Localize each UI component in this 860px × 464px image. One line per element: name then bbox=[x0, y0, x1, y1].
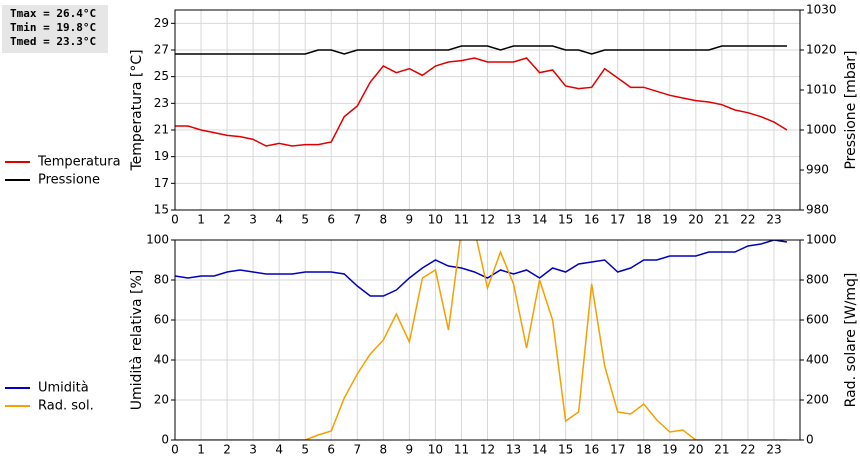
y2-axis-label: Pressione [mbar] bbox=[843, 50, 859, 169]
x-tick-label: 22 bbox=[740, 443, 755, 457]
series-line bbox=[175, 240, 787, 440]
y-tick-label: 60 bbox=[154, 313, 169, 327]
x-tick-label: 17 bbox=[610, 213, 625, 227]
y2-tick-label: 1010 bbox=[806, 83, 837, 97]
y2-tick-label: 990 bbox=[806, 163, 829, 177]
stat-text: Tmed = 23.3°C bbox=[10, 35, 96, 48]
x-tick-label: 4 bbox=[275, 213, 283, 227]
y-tick-label: 21 bbox=[154, 123, 169, 137]
x-tick-label: 7 bbox=[353, 443, 361, 457]
x-tick-label: 0 bbox=[171, 213, 179, 227]
y-tick-label: 15 bbox=[154, 203, 169, 217]
x-tick-label: 10 bbox=[428, 213, 443, 227]
x-tick-label: 20 bbox=[688, 213, 703, 227]
y2-tick-label: 200 bbox=[806, 393, 829, 407]
x-tick-label: 19 bbox=[662, 213, 677, 227]
x-tick-label: 23 bbox=[766, 213, 781, 227]
y2-tick-label: 1030 bbox=[806, 3, 837, 17]
x-tick-label: 13 bbox=[506, 213, 521, 227]
x-tick-label: 12 bbox=[480, 213, 495, 227]
x-tick-label: 5 bbox=[301, 443, 309, 457]
y-tick-label: 100 bbox=[146, 233, 169, 247]
x-tick-label: 19 bbox=[662, 443, 677, 457]
x-tick-label: 3 bbox=[249, 443, 257, 457]
x-tick-label: 9 bbox=[406, 443, 414, 457]
x-tick-label: 15 bbox=[558, 443, 573, 457]
series-line bbox=[175, 45, 787, 55]
x-tick-label: 14 bbox=[532, 443, 547, 457]
x-tick-label: 0 bbox=[171, 443, 179, 457]
x-tick-label: 11 bbox=[454, 213, 469, 227]
x-tick-label: 13 bbox=[506, 443, 521, 457]
y-tick-label: 19 bbox=[154, 149, 169, 163]
x-tick-label: 12 bbox=[480, 443, 495, 457]
y2-axis-label: Rad. solare [W/mq] bbox=[843, 273, 859, 408]
y2-tick-label: 1000 bbox=[806, 233, 837, 247]
x-tick-label: 18 bbox=[636, 213, 651, 227]
x-tick-label: 3 bbox=[249, 213, 257, 227]
x-tick-label: 16 bbox=[584, 213, 599, 227]
x-tick-label: 18 bbox=[636, 443, 651, 457]
x-tick-label: 20 bbox=[688, 443, 703, 457]
series-line bbox=[175, 57, 788, 147]
x-tick-label: 8 bbox=[380, 443, 388, 457]
x-tick-label: 1 bbox=[197, 443, 205, 457]
y-tick-label: 80 bbox=[154, 273, 169, 287]
y2-tick-label: 1000 bbox=[806, 123, 837, 137]
y-tick-label: 0 bbox=[161, 433, 169, 447]
x-tick-label: 11 bbox=[454, 443, 469, 457]
x-tick-label: 2 bbox=[223, 213, 231, 227]
y-axis-label: Temperatura [°C] bbox=[129, 49, 145, 171]
x-tick-label: 7 bbox=[353, 213, 361, 227]
stat-text: Tmin = 19.8°C bbox=[10, 21, 96, 34]
x-tick-label: 21 bbox=[714, 443, 729, 457]
x-tick-label: 14 bbox=[532, 213, 547, 227]
y-tick-label: 20 bbox=[154, 393, 169, 407]
y-tick-label: 29 bbox=[154, 16, 169, 30]
y-tick-label: 17 bbox=[154, 176, 169, 190]
y2-tick-label: 1020 bbox=[806, 43, 837, 57]
x-tick-label: 8 bbox=[380, 213, 388, 227]
x-tick-label: 16 bbox=[584, 443, 599, 457]
plot-frame bbox=[174, 239, 801, 441]
x-tick-label: 9 bbox=[406, 213, 414, 227]
y2-tick-label: 400 bbox=[806, 353, 829, 367]
y2-tick-label: 800 bbox=[806, 273, 829, 287]
x-tick-label: 22 bbox=[740, 213, 755, 227]
series-line bbox=[175, 240, 788, 297]
legend-label: Rad. sol. bbox=[38, 399, 94, 414]
x-tick-label: 21 bbox=[714, 213, 729, 227]
y2-tick-label: 600 bbox=[806, 313, 829, 327]
y-tick-label: 27 bbox=[154, 43, 169, 57]
x-tick-label: 15 bbox=[558, 213, 573, 227]
y-axis-label: Umidità relativa [%] bbox=[129, 270, 145, 411]
x-tick-label: 5 bbox=[301, 213, 309, 227]
y2-tick-label: 980 bbox=[806, 203, 829, 217]
legend-label: Pressione bbox=[38, 173, 100, 188]
y-tick-label: 23 bbox=[154, 96, 169, 110]
x-tick-label: 2 bbox=[223, 443, 231, 457]
legend-label: Umidità bbox=[38, 381, 89, 396]
x-tick-label: 1 bbox=[197, 213, 205, 227]
x-tick-label: 6 bbox=[327, 213, 335, 227]
stat-text: Tmax = 26.4°C bbox=[10, 7, 96, 20]
x-tick-label: 4 bbox=[275, 443, 283, 457]
x-tick-label: 17 bbox=[610, 443, 625, 457]
y-tick-label: 40 bbox=[154, 353, 169, 367]
x-tick-label: 10 bbox=[428, 443, 443, 457]
y2-tick-label: 0 bbox=[806, 433, 814, 447]
x-tick-label: 6 bbox=[327, 443, 335, 457]
y-tick-label: 25 bbox=[154, 69, 169, 83]
x-tick-label: 23 bbox=[766, 443, 781, 457]
legend-label: Temperatura bbox=[37, 155, 121, 170]
plot-frame bbox=[174, 9, 801, 211]
stats-box bbox=[2, 5, 108, 53]
